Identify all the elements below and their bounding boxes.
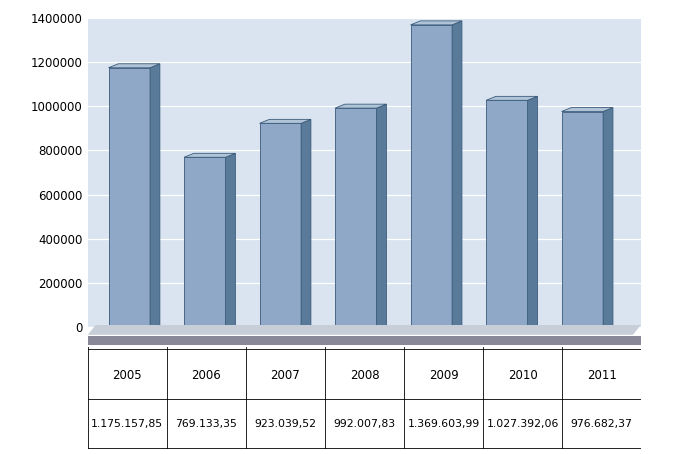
Bar xyxy=(562,112,603,327)
Polygon shape xyxy=(410,21,462,25)
Bar xyxy=(109,68,150,327)
Bar xyxy=(486,100,528,327)
Text: 2008: 2008 xyxy=(350,370,379,382)
Polygon shape xyxy=(335,104,386,108)
Polygon shape xyxy=(528,96,537,327)
Bar xyxy=(410,25,452,327)
Polygon shape xyxy=(225,153,236,327)
Polygon shape xyxy=(109,64,160,68)
Bar xyxy=(260,123,301,327)
Text: 2010: 2010 xyxy=(508,370,537,382)
Polygon shape xyxy=(150,64,160,327)
Bar xyxy=(88,336,641,345)
Text: 1.027.392,06: 1.027.392,06 xyxy=(487,419,559,429)
Bar xyxy=(335,108,377,327)
Text: 769.133,35: 769.133,35 xyxy=(176,419,238,429)
Polygon shape xyxy=(301,119,311,327)
Polygon shape xyxy=(184,153,236,157)
Text: 2009: 2009 xyxy=(429,370,458,382)
Polygon shape xyxy=(377,104,386,327)
Text: 1.175.157,85: 1.175.157,85 xyxy=(91,419,163,429)
Polygon shape xyxy=(562,108,613,112)
Polygon shape xyxy=(452,21,462,327)
Text: 923.039,52: 923.039,52 xyxy=(254,419,317,429)
Polygon shape xyxy=(88,325,641,335)
Text: 2006: 2006 xyxy=(192,370,221,382)
Bar xyxy=(184,157,225,327)
Polygon shape xyxy=(486,96,537,100)
Text: 2005: 2005 xyxy=(113,370,142,382)
Polygon shape xyxy=(260,119,311,123)
Text: 2007: 2007 xyxy=(271,370,300,382)
Polygon shape xyxy=(603,108,613,327)
Text: 976.682,37: 976.682,37 xyxy=(571,419,632,429)
Text: 2011: 2011 xyxy=(587,370,617,382)
Text: 992.007,83: 992.007,83 xyxy=(333,419,396,429)
Text: 1.369.603,99: 1.369.603,99 xyxy=(408,419,480,429)
